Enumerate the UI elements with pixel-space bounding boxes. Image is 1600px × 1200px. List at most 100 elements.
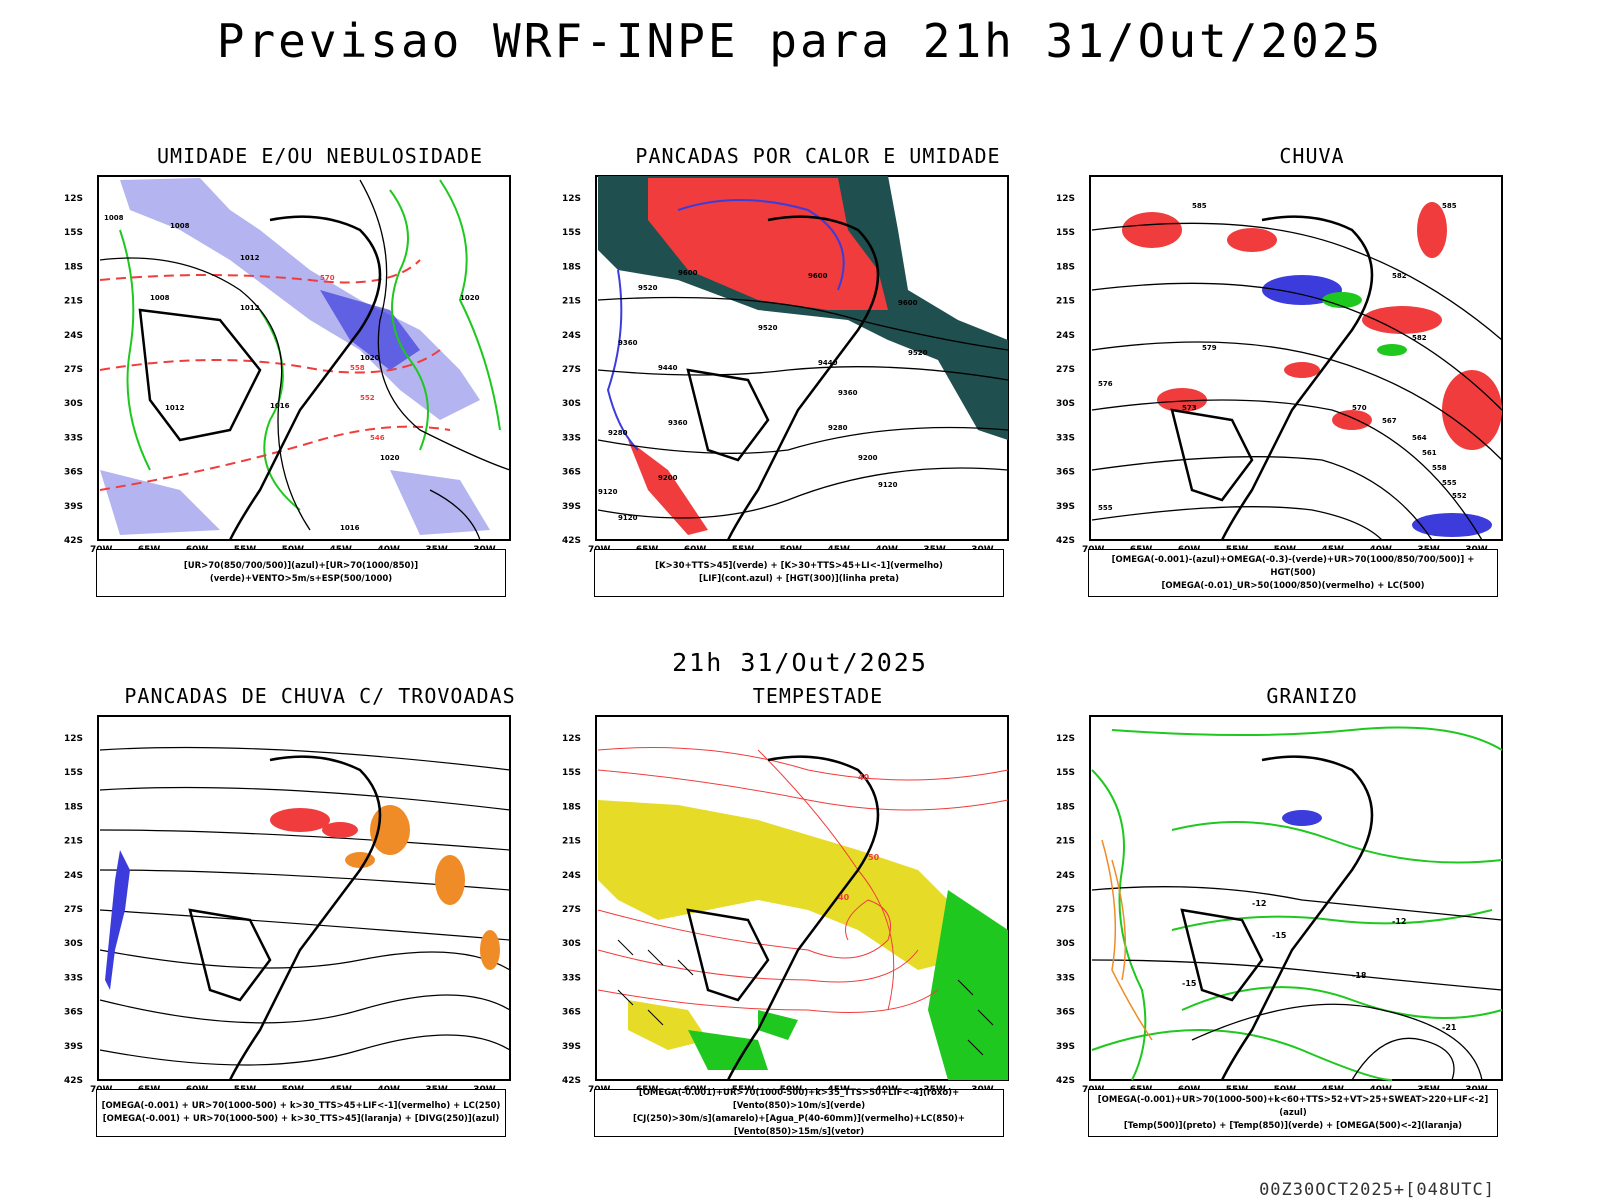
svg-text:564: 564 [1412,434,1427,442]
lat-label: 33S [562,973,581,983]
legend-box: [OMEGA(-0.001)+UR>70(1000-500)+k<60+TTS>… [1088,1089,1498,1137]
panel-granizo: GRANIZO 12S 15S 18S 21S 24S 27S 30S 33S 36S 39S 42… [1052,684,1542,1184]
lat-label: 18S [1056,802,1075,812]
blue-hail-area [1282,810,1322,826]
svg-text:570: 570 [1352,404,1367,412]
lat-label: 21S [562,837,581,847]
blue-green-rain-patches [1262,275,1492,537]
lat-label: 33S [1056,433,1075,443]
legend-line: [OMEGA(-0.01)_UR>50(1000/850)(vermelho) … [1161,580,1425,591]
panel-title: PANCADAS POR CALOR E UMIDADE [635,144,1001,168]
lat-label: 42S [1056,1076,1075,1086]
green-contour [259,309,301,511]
red-dashed-contour [99,349,441,374]
lat-label: 12S [562,194,581,204]
legend-box: [UR>70(850/700/500)](azul)+[UR>70(1000/8… [96,549,506,597]
lat-label: 33S [562,433,581,443]
lat-label: 24S [562,871,581,881]
lat-label: 39S [1056,502,1075,512]
country-border [188,908,272,1002]
panel-title: PANCADAS DE CHUVA C/ TROVOADAS [124,684,516,708]
lat-label: 12S [64,194,83,204]
svg-text:585: 585 [1192,202,1207,210]
map-tempestade: 12S15S18S21S24S27S30S33S36S39S42S70W65W6… [562,715,1009,1095]
svg-text:1008: 1008 [170,222,190,230]
lat-label: 42S [64,536,83,546]
lat-label: 24S [64,331,83,341]
svg-text:1020: 1020 [360,354,380,362]
green-contour [439,179,501,431]
svg-text:567: 567 [1382,417,1397,425]
svg-text:582: 582 [1412,334,1427,342]
svg-text:9200: 9200 [858,454,878,462]
orange-omega-area [1101,839,1153,1041]
svg-text:9360: 9360 [618,339,638,347]
lat-label: 33S [64,433,83,443]
svg-text:579: 579 [1202,344,1217,352]
lat-label: 27S [562,365,581,375]
lat-label: 33S [64,973,83,983]
svg-text:40: 40 [858,773,870,782]
legend-box: [OMEGA(-0.001) + UR>70(1000-500) + k>30_… [96,1089,506,1137]
panel-title: GRANIZO [1266,684,1358,708]
lat-label: 36S [562,468,581,478]
svg-text:546: 546 [370,434,385,442]
lat-label: 30S [562,399,581,409]
lat-label: 24S [562,331,581,341]
contour-labels: 9600 9600 9600 9520 9520 9520 9440 9440 9360 9… [598,269,928,522]
svg-text:558: 558 [350,364,365,372]
coastline [1220,215,1374,541]
svg-text:9120: 9120 [598,488,618,496]
lat-label: 15S [562,228,581,238]
black-isobar [429,489,481,541]
svg-text:9360: 9360 [668,419,688,427]
lat-label: 36S [64,1008,83,1018]
svg-text:9600: 9600 [898,299,918,307]
lat-label: 18S [562,262,581,272]
svg-text:582: 582 [1392,272,1407,280]
svg-text:9440: 9440 [818,359,838,367]
svg-text:1012: 1012 [240,304,260,312]
lat-label: 12S [562,734,581,744]
yellow-jet-area [628,1000,708,1050]
svg-text:555: 555 [1442,479,1457,487]
black-hgt-contour [597,366,1009,381]
lat-label: 39S [562,502,581,512]
country-border [686,368,770,462]
lat-label: 18S [64,262,83,272]
country-border [1180,908,1264,1002]
lat-label: 18S [562,802,581,812]
legend-line: [OMEGA(-0.001) + UR>70(1000-500) + k>30_… [102,1114,500,1124]
panel-title: UMIDADE E/OU NEBULOSIDADE [156,144,484,168]
lat-label: 15S [64,768,83,778]
svg-text:9440: 9440 [658,364,678,372]
contour-labels: 1008 1008 1012 1012 1008 1012 1016 1020 1020 1… [104,214,480,532]
svg-text:1012: 1012 [240,254,260,262]
panel-pancadas-trovoadas: PANCADAS DE CHUVA C/ TROVOADAS 12S 15S 18S… [60,684,550,1184]
lat-label: 27S [1056,365,1075,375]
blue-lif-contour [606,269,639,451]
legend-line: [UR>70(850/700/500)](azul)+[UR>70(1000/8… [183,561,419,584]
svg-text:1008: 1008 [104,214,124,222]
svg-text:555: 555 [1098,504,1113,512]
panel-pancadas-calor: PANCADAS POR CALOR E UMIDADE 12S 15S 18S 21… [558,144,1048,644]
svg-text:1012: 1012 [165,404,185,412]
lat-label: 36S [1056,468,1075,478]
lat-label: 21S [64,297,83,307]
coastline [1220,755,1374,1081]
lat-label: 21S [1056,837,1075,847]
blue-humidity-area [390,470,490,535]
black-hgt-contour [597,426,1009,454]
legend-line: [OMEGA(-0.001)+UR>70(1000-500)+k<60+TTS>… [1097,1094,1489,1118]
page-title: Previsao WRF-INPE para 21h 31/Out/2025 [216,14,1384,68]
lat-label: 27S [1056,905,1075,915]
lat-label: 27S [562,905,581,915]
blue-lif-contour [677,199,845,291]
country-border [686,908,770,1002]
svg-text:1020: 1020 [460,294,480,302]
black-isobar [359,179,511,471]
lat-label: 36S [1056,1008,1075,1018]
svg-text:9520: 9520 [908,349,928,357]
lat-label: 15S [1056,768,1075,778]
